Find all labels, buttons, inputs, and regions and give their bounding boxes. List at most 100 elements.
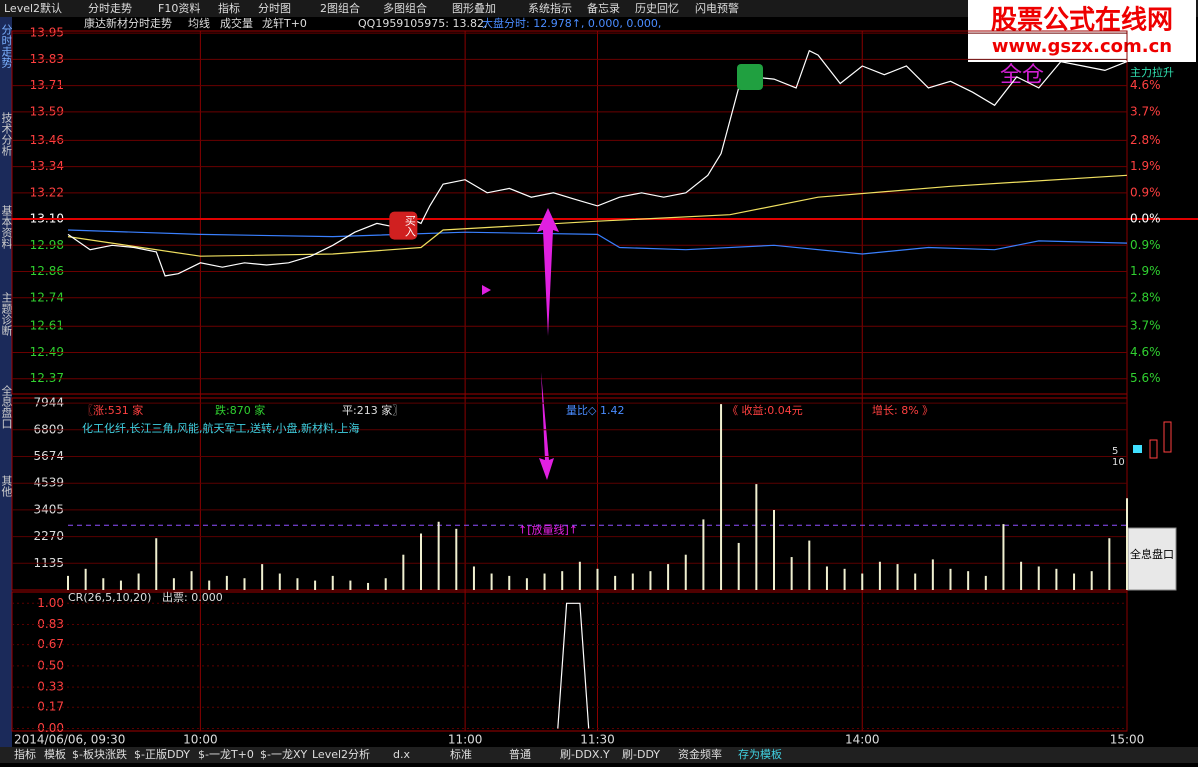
index-line <box>67 229 1128 255</box>
bottom-bar <box>0 747 1198 763</box>
volume-bar <box>525 578 528 590</box>
bottom-tab[interactable]: 资金频率 <box>678 747 722 761</box>
bottom-tab[interactable]: $-正版DDY <box>134 747 190 761</box>
pct-label: 1.9% <box>1130 264 1161 278</box>
volume-bar <box>243 578 246 590</box>
volume-bar <box>349 580 352 590</box>
mini-candle <box>1133 445 1142 453</box>
volume-bar <box>155 538 158 590</box>
volume-bar <box>773 510 775 590</box>
buy-marker <box>389 211 418 240</box>
menu-item[interactable]: 多图组合 <box>383 1 427 15</box>
volume-bar <box>614 575 617 590</box>
volume-bar <box>402 554 405 590</box>
volume-bar <box>1126 498 1128 590</box>
side-tab[interactable]: 主题诊断 <box>0 292 13 337</box>
volume-line-label: ↑[放量线]↑ <box>518 522 578 536</box>
menu-item[interactable]: 指标 <box>218 1 240 15</box>
cr-title: CR(26,5,10,20) <box>68 591 151 604</box>
volume-bar <box>984 575 987 590</box>
pct-label: 5.6% <box>1130 371 1161 385</box>
volume-bar <box>331 575 334 590</box>
menu-item[interactable]: Level2默认 <box>4 2 62 15</box>
bottom-tab[interactable]: 刷-DDX.Y <box>560 748 610 761</box>
side-tab[interactable]: 分时走势 <box>0 24 13 68</box>
menu-item[interactable]: 闪电预警 <box>695 1 739 15</box>
menu-item[interactable]: 备忘录 <box>587 1 620 15</box>
pct-label: 3.7% <box>1130 104 1161 118</box>
volume-bar <box>67 575 69 590</box>
volume-bar <box>790 557 793 590</box>
stat-text: 平:213 家〗 <box>342 403 403 417</box>
volume-bar <box>667 564 670 590</box>
bottom-tab[interactable]: $-一龙XY <box>260 748 308 761</box>
price-line <box>67 49 1128 277</box>
volume-bar <box>649 571 652 590</box>
bottom-tab[interactable]: 刷-DDY <box>622 748 660 761</box>
volume-bar <box>1002 524 1005 590</box>
side-tab[interactable]: 全息盘口 <box>0 384 13 429</box>
bottom-tab[interactable]: 标准 <box>450 747 472 761</box>
bottom-tab[interactable]: $-板块涨跌 <box>72 747 127 761</box>
volume-bar <box>1090 571 1093 590</box>
stat-text: 跌:870 家 <box>215 403 265 417</box>
menu-item[interactable]: F10资料 <box>158 1 200 15</box>
side-tab[interactable]: 其他 <box>0 475 13 497</box>
time-tick-label: 10:00 <box>183 733 218 747</box>
volume-bar <box>1020 561 1023 590</box>
pankou-label[interactable]: 全息盘口 <box>1130 547 1174 561</box>
bottom-tab[interactable]: Level2分析 <box>312 747 370 761</box>
stat-text: 《 收益:0.04元 <box>727 403 803 417</box>
time-tick-label: 15:00 <box>1110 733 1145 747</box>
menu-item[interactable]: 图形叠加 <box>452 2 496 15</box>
volume-bar <box>825 566 828 590</box>
volume-bar <box>702 519 705 590</box>
stat-text: 〖涨:531 家 <box>82 403 143 417</box>
volume-bar <box>225 575 228 590</box>
buy-label: 买入 <box>403 214 416 236</box>
volume-bar <box>102 578 105 590</box>
side-tab[interactable]: 基本资料 <box>0 205 13 250</box>
bottom-tab[interactable]: 模板 <box>44 747 66 761</box>
cr-tick-label: 1.00 <box>37 596 64 610</box>
volume-bar <box>878 561 881 590</box>
volume-bar <box>119 580 122 590</box>
bottom-tab[interactable]: 存为模板 <box>738 747 782 761</box>
time-tick-label: 11:00 <box>448 733 483 747</box>
header-item: 均线 <box>188 16 210 30</box>
side-tab[interactable]: 技术分析 <box>0 112 13 157</box>
volume-bar <box>1108 538 1111 590</box>
volume-bar <box>896 564 899 590</box>
pct-label: 4.6% <box>1130 345 1161 359</box>
menu-item[interactable]: 历史回忆 <box>635 2 679 15</box>
bottom-tab[interactable]: 普通 <box>509 747 531 761</box>
side-bar <box>0 17 12 747</box>
bottom-tab[interactable]: d.x <box>393 748 410 761</box>
volume-bar <box>455 528 458 590</box>
watermark-url: www.gszx.com.cn <box>992 36 1172 57</box>
menu-item[interactable]: 系统指示 <box>528 1 572 15</box>
avg-line <box>67 174 1128 257</box>
header-item: 成交量 <box>220 16 253 30</box>
volume-bar <box>543 573 546 590</box>
cr-tick-label: 0.17 <box>37 700 64 714</box>
full-text: 全仓 <box>1000 63 1044 88</box>
menu-item[interactable]: 分时图 <box>258 2 291 15</box>
cr-tick-label: 0.50 <box>37 658 64 672</box>
bottom-tab[interactable]: 指标 <box>14 747 36 761</box>
pct-label: 2.8% <box>1130 133 1161 147</box>
pct-label: 2.8% <box>1130 290 1161 304</box>
volume-bar <box>914 573 917 590</box>
volume-bar <box>420 533 422 590</box>
volume-bar <box>137 573 140 590</box>
volume-bar <box>472 566 475 590</box>
menu-item[interactable]: 分时走势 <box>88 2 132 15</box>
cr-tick-label: 0.83 <box>37 617 64 631</box>
volume-tick-label: 3405 <box>33 502 64 516</box>
bottom-tab[interactable]: $-一龙T+0 <box>198 748 254 761</box>
menu-item[interactable]: 2图组合 <box>320 1 360 15</box>
stat-text: 增长: 8% 》 <box>872 403 933 417</box>
volume-bar <box>1037 566 1040 590</box>
cr-tick-label: 0.67 <box>37 637 64 651</box>
